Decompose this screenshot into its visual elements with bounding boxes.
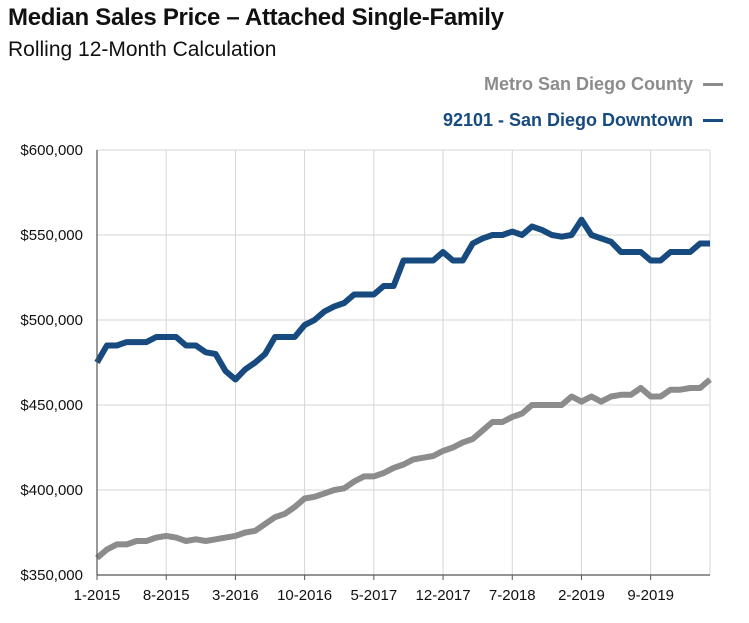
legend-item-downtown: 92101 - San Diego Downtown <box>443 110 723 131</box>
y-axis-labels: $350,000 $400,000 $450,000 $500,000 $550,000… <box>20 142 83 584</box>
series-lines <box>94 216 712 561</box>
x-tick-label: 5-2017 <box>350 587 397 604</box>
x-tick-label: 1-2015 <box>74 587 121 604</box>
x-tick-label: 3-2016 <box>212 587 259 604</box>
x-tick-label: 9-2019 <box>627 587 674 604</box>
series-line-metro <box>95 377 712 561</box>
legend-item-metro: Metro San Diego County <box>484 74 723 95</box>
grid <box>96 149 711 576</box>
y-tick-label: $450,000 <box>20 397 83 414</box>
y-tick-label: $400,000 <box>20 482 83 499</box>
x-tick-label: 12-2017 <box>416 587 471 604</box>
series-line-downtown <box>94 216 710 383</box>
legend-label-downtown: 92101 - San Diego Downtown <box>442 110 693 130</box>
x-tick-label: 7-2018 <box>489 587 536 604</box>
y-tick-label: $550,000 <box>20 227 83 244</box>
x-tick-label: 2-2019 <box>558 587 605 604</box>
y-tick-label: $600,000 <box>20 142 83 159</box>
x-tick-label: 8-2015 <box>143 587 190 604</box>
chart-subtitle: Rolling 12-Month Calculation <box>8 38 277 61</box>
axes <box>96 150 710 580</box>
chart-title: Median Sales Price – Attached Single-Fam… <box>8 4 504 31</box>
legend-swatch-metro <box>703 83 723 86</box>
x-tick-label: 10-2016 <box>277 587 332 604</box>
legend-swatch-downtown <box>703 119 723 122</box>
y-tick-label: $350,000 <box>20 567 83 584</box>
legend-label-metro: Metro San Diego County <box>483 74 693 94</box>
x-axis-labels: 1-2015 8-2015 3-2016 10-2016 5-2017 12-2017 7-… <box>74 587 674 604</box>
y-tick-label: $500,000 <box>20 312 83 329</box>
